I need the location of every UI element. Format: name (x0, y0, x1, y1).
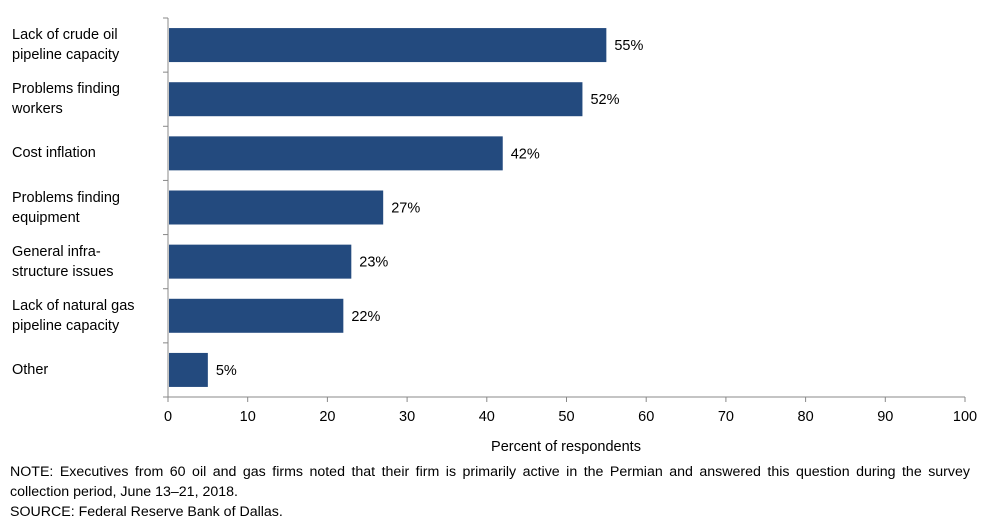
category-label: Problems finding workers (12, 81, 120, 118)
bar-value-label: 22% (351, 309, 380, 325)
bar-value-label: 23% (359, 255, 388, 271)
x-tick-label: 30 (399, 409, 415, 425)
x-tick-label: 70 (718, 409, 734, 425)
bar-value-label: 52% (590, 92, 619, 108)
chart-source: SOURCE: Federal Reserve Bank of Dallas. (10, 504, 283, 520)
x-ticks-group: 0 10 20 30 40 50 60 70 80 90 100 (164, 397, 977, 425)
chart-note: NOTE: Executives from 60 oil and gas fir… (10, 464, 970, 500)
x-tick-label: 100 (953, 409, 977, 425)
category-label: Other (12, 361, 49, 378)
bar-value-label: 42% (511, 146, 540, 162)
category-label: Problems finding equipment (12, 189, 120, 226)
x-tick-label: 90 (877, 409, 893, 425)
bar (169, 82, 583, 117)
bar (169, 190, 384, 225)
x-tick-label: 50 (558, 409, 574, 425)
bar-value-label: 55% (614, 38, 643, 54)
x-tick-label: 40 (479, 409, 495, 425)
x-tick-label: 80 (798, 409, 814, 425)
bar (169, 352, 208, 387)
value-labels-group: 55% 52% 42% 27% 23% 22% 5% (216, 38, 644, 379)
category-label: Lack of crude oil pipeline capacity (12, 27, 120, 64)
category-label: Cost inflation (12, 145, 96, 162)
bar-value-label: 27% (391, 201, 420, 217)
bar (169, 136, 503, 171)
x-axis-title: Percent of respondents (491, 439, 641, 455)
category-label: Lack of natural gas pipeline capacity (12, 297, 135, 334)
x-tick-label: 0 (164, 409, 172, 425)
x-tick-label: 60 (638, 409, 654, 425)
bars-group (169, 28, 607, 387)
bar (169, 298, 344, 333)
bar-chart: 55% 52% 42% 27% 23% 22% 5% 0 10 20 30 40 50 60 70 80 90… (163, 17, 977, 455)
bar (169, 28, 607, 63)
x-tick-label: 10 (240, 409, 256, 425)
bar-value-label: 5% (216, 363, 237, 379)
category-label: General infra- structure issues (12, 243, 114, 280)
x-tick-label: 20 (319, 409, 335, 425)
bar (169, 244, 352, 279)
